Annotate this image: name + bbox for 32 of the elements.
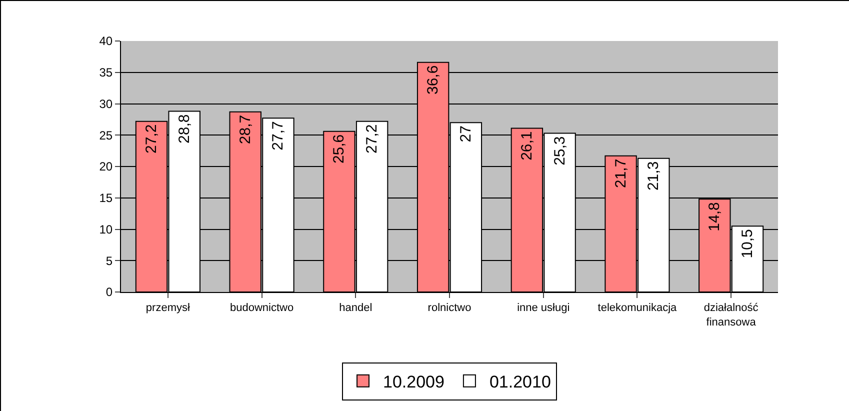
data-label: 36,6 (424, 65, 442, 95)
y-tick-label: 30 (99, 96, 113, 111)
data-label: 10,5 (738, 229, 756, 258)
data-label: 21,7 (612, 158, 630, 188)
data-label: 21,3 (645, 161, 662, 191)
x-tick-label: budownictwo (230, 302, 294, 314)
data-label: 26,1 (518, 131, 536, 160)
data-label: 27,2 (364, 124, 381, 154)
x-tick-label: rolnictwo (428, 302, 472, 314)
x-tick-label: handel (339, 302, 372, 314)
y-tick-label: 35 (99, 66, 113, 80)
y-tick-label: 0 (106, 285, 113, 300)
data-label: 28,8 (176, 114, 193, 144)
y-tick-label: 40 (99, 34, 113, 48)
data-label: 28,7 (236, 114, 254, 144)
x-tick-label: inne usługi (517, 302, 570, 314)
data-label: 14,8 (706, 202, 724, 232)
y-tick-label: 25 (99, 128, 113, 142)
data-label: 25,6 (330, 134, 348, 164)
x-tick-label: działalność finansowa (704, 302, 759, 328)
data-label: 27,7 (270, 121, 287, 150)
data-label: 25,3 (551, 136, 568, 166)
legend-label: 01.2010 (489, 372, 551, 392)
legend-label: 10.2009 (383, 372, 444, 392)
y-tick-label: 10 (99, 222, 113, 236)
y-tick-label: 20 (99, 160, 113, 174)
x-tick-label: przemysł (146, 302, 190, 314)
y-tick-label: 15 (99, 191, 113, 206)
data-label: 27,2 (143, 124, 160, 154)
data-label: 27 (457, 126, 474, 142)
x-tick-label: telekomunikacja (598, 302, 678, 314)
y-tick-label: 5 (106, 254, 113, 268)
